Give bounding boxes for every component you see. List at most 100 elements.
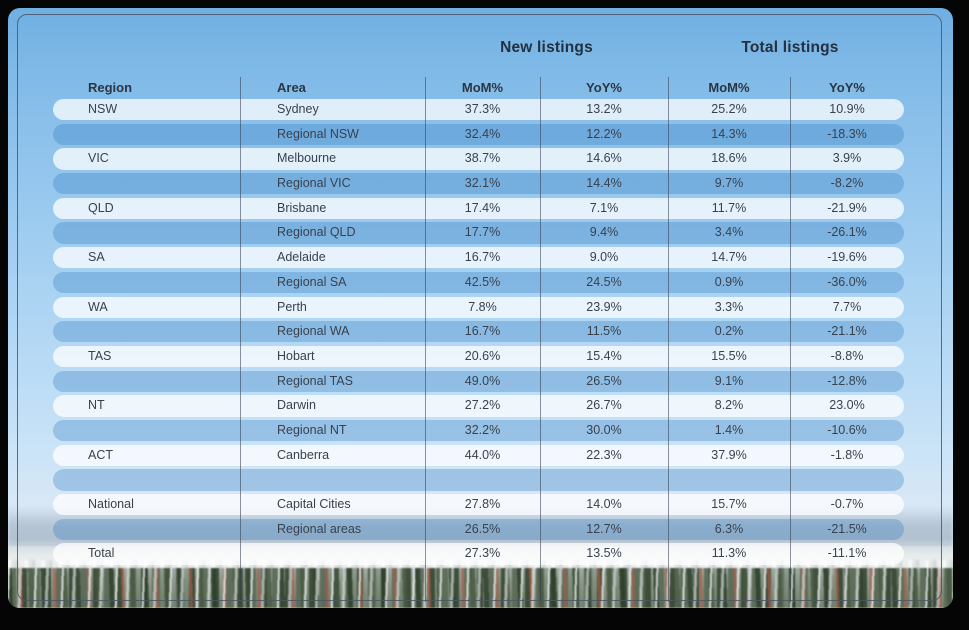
column-header-row: Region Area MoM% YoY% MoM% YoY% xyxy=(53,79,904,97)
region-cell: NT xyxy=(88,398,105,413)
total-listings-yoy-cell: -21.5% xyxy=(827,521,867,536)
section-gap-row xyxy=(53,469,904,491)
total-listings-mom-cell: 15.5% xyxy=(711,348,747,363)
total-listings-yoy-cell: -8.2% xyxy=(830,176,864,191)
table-row: National Capital Cities 27.8% 14.0% 15.7… xyxy=(53,494,904,516)
total-listings-mom-cell: 11.7% xyxy=(711,200,747,215)
area-cell: Regional SA xyxy=(277,274,347,289)
table-row: Total 27.3% 13.5% 11.3% -11.1% xyxy=(53,543,904,565)
column-divider xyxy=(540,77,541,602)
region-cell xyxy=(53,519,240,540)
table-row: TAS Hobart 20.6% 15.4% 15.5% -8.8% xyxy=(53,345,904,368)
new-listings-yoy-cell: 9.0% xyxy=(589,250,619,265)
new-listings-mom-cell: 32.1% xyxy=(464,176,501,191)
total-listings-yoy-cell: -21.1% xyxy=(827,324,867,339)
area-cell: Regional VIC xyxy=(277,176,351,191)
total-listings-mom-cell: 8.2% xyxy=(714,398,744,413)
group-header-total-listings: Total listings xyxy=(741,39,839,56)
new-listings-yoy-cell: 30.0% xyxy=(586,422,622,437)
total-listings-mom-cell: 18.6% xyxy=(711,151,747,166)
area-cell: Perth xyxy=(277,299,307,314)
new-listings-yoy-cell: 15.4% xyxy=(586,348,622,363)
total-listings-mom-cell: 0.2% xyxy=(714,324,744,339)
column-divider xyxy=(668,77,669,602)
column-divider xyxy=(425,77,426,602)
area-cell: Hobart xyxy=(277,348,315,363)
total-listings-yoy-cell: -0.7% xyxy=(830,497,864,511)
new-listings-mom-cell: 17.7% xyxy=(464,225,501,240)
area-cell: Canberra xyxy=(277,447,330,462)
new-listings-yoy-cell: 22.3% xyxy=(586,447,622,462)
new-listings-mom-cell: 42.5% xyxy=(464,274,501,289)
total-listings-mom-cell: 0.9% xyxy=(714,274,744,289)
region-cell: WA xyxy=(88,299,108,314)
total-listings-yoy-cell: -21.9% xyxy=(827,200,867,215)
new-listings-mom-cell xyxy=(425,469,540,490)
table-row: VIC Melbourne 38.7% 14.6% 18.6% 3.9% xyxy=(53,148,904,170)
table-row: NT Darwin 27.2% 26.7% 8.2% 23.0% xyxy=(53,395,904,417)
region-cell: NSW xyxy=(88,102,118,116)
total-listings-yoy-cell: -10.6% xyxy=(827,422,867,437)
region-cell xyxy=(53,371,240,392)
total-listings-mom-cell: 15.7% xyxy=(711,497,747,511)
region-cell: SA xyxy=(88,250,105,265)
new-listings-yoy-cell: 12.7% xyxy=(586,521,622,536)
column-divider xyxy=(790,77,791,602)
new-listings-yoy-cell: 23.9% xyxy=(586,299,622,314)
new-listings-mom-cell: 16.7% xyxy=(464,250,501,265)
total-listings-yoy-cell: -36.0% xyxy=(827,274,867,289)
table-row: NSW Sydney 37.3% 13.2% 25.2% 10.9% xyxy=(53,99,904,121)
area-column-header: Area xyxy=(277,80,306,95)
new-listings-mom-cell: 32.2% xyxy=(464,422,501,437)
table-row: Regional QLD 17.7% 9.4% 3.4% -26.1% xyxy=(53,222,904,244)
total-listings-yoy-cell: 23.0% xyxy=(829,398,865,413)
new-listings-mom-cell: 26.5% xyxy=(464,521,501,536)
total-listings-mom-cell: 11.3% xyxy=(711,546,747,561)
total-yoy-column-header: YoY% xyxy=(829,80,865,95)
new-listings-mom-cell: 27.8% xyxy=(464,497,501,511)
new-listings-mom-cell: 16.7% xyxy=(464,324,501,339)
new-listings-mom-cell: 32.4% xyxy=(464,126,501,141)
region-cell xyxy=(53,222,240,243)
total-listings-yoy-cell: -19.6% xyxy=(827,250,867,265)
area-cell: Darwin xyxy=(277,398,316,413)
region-cell: TAS xyxy=(88,348,112,363)
region-cell: VIC xyxy=(88,151,109,166)
area-cell: Regional NT xyxy=(277,422,347,437)
area-cell: Capital Cities xyxy=(277,497,351,511)
column-divider xyxy=(240,77,241,602)
new-listings-mom-cell: 38.7% xyxy=(464,151,501,166)
total-listings-yoy-cell: -1.8% xyxy=(830,447,864,462)
new-listings-yoy-cell: 24.5% xyxy=(586,274,622,289)
region-cell xyxy=(53,124,240,145)
group-header-new-listings: New listings xyxy=(500,39,593,56)
new-listings-mom-cell: 44.0% xyxy=(464,447,501,462)
table-rows: NSW Sydney 37.3% 13.2% 25.2% 10.9% Regio… xyxy=(53,99,904,568)
new-listings-yoy-cell xyxy=(540,469,668,490)
new-listings-yoy-cell: 26.7% xyxy=(586,398,622,413)
new-listings-mom-cell: 17.4% xyxy=(464,200,501,215)
total-listings-mom-cell: 14.7% xyxy=(711,250,747,265)
total-listings-mom-cell: 9.7% xyxy=(714,176,744,191)
new-listings-mom-cell: 7.8% xyxy=(468,299,497,314)
new-listings-yoy-cell: 11.5% xyxy=(586,324,622,339)
table-row: WA Perth 7.8% 23.9% 3.3% 7.7% xyxy=(53,296,904,318)
total-listings-mom-cell: 9.1% xyxy=(714,373,744,388)
new-listings-yoy-cell: 13.5% xyxy=(586,546,622,561)
suburb-skyline xyxy=(8,568,953,608)
total-mom-column-header: MoM% xyxy=(708,80,750,95)
new-listings-mom-cell: 37.3% xyxy=(464,102,501,116)
listings-table: New listings Total listings Region Area … xyxy=(8,8,953,608)
total-listings-yoy-cell: -12.8% xyxy=(827,373,867,388)
new-listings-yoy-cell: 13.2% xyxy=(586,102,622,116)
area-cell xyxy=(240,469,425,490)
new-listings-yoy-cell: 14.6% xyxy=(586,151,622,166)
region-cell: ACT xyxy=(88,447,113,462)
new-listings-yoy-cell: 7.1% xyxy=(589,200,619,215)
total-listings-yoy-cell: -11.1% xyxy=(827,546,867,561)
new-mom-column-header: MoM% xyxy=(461,80,504,95)
new-listings-mom-cell: 49.0% xyxy=(464,373,501,388)
table-row: Regional NT 32.2% 30.0% 1.4% -10.6% xyxy=(53,419,904,442)
region-column-header: Region xyxy=(88,80,133,95)
area-cell: Regional NSW xyxy=(277,126,359,141)
